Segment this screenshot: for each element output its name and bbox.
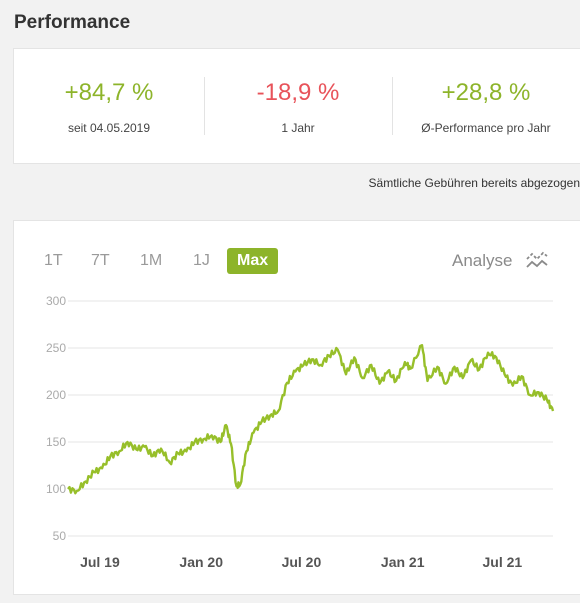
range-button-1m[interactable]: 1M [140, 252, 163, 269]
stat-divider [204, 77, 205, 135]
range-button-1j[interactable]: 1J [193, 252, 210, 269]
y-tick-label: 150 [46, 435, 66, 449]
stat-one-year: -18,9 % 1 Jahr [204, 49, 392, 163]
range-button-7t[interactable]: 7T [91, 252, 110, 269]
y-tick-label: 100 [46, 482, 66, 496]
stat-label: seit 04.05.2019 [67, 121, 151, 135]
y-tick-label: 50 [53, 529, 67, 543]
range-button-max[interactable]: Max [227, 248, 279, 274]
x-tick-label: Jul 21 [483, 554, 523, 570]
y-tick-label: 250 [46, 341, 66, 355]
x-tick-label: Jan 20 [179, 554, 223, 570]
stat-divider [392, 77, 393, 135]
performance-stats-card: +84,7 % seit 04.05.2019 -18,9 % 1 Jahr +… [13, 48, 580, 164]
stat-value: -18,9 % [256, 79, 340, 106]
y-tick-label: 300 [46, 294, 66, 308]
analyse-chart-icon[interactable] [525, 250, 549, 270]
fees-note: Sämtliche Gebühren bereits abgezogen [368, 176, 580, 190]
x-tick-label: Jul 20 [282, 554, 322, 570]
stat-value: +28,8 % [441, 79, 531, 106]
page-title: Performance [14, 12, 131, 33]
x-tick-label: Jan 21 [381, 554, 425, 570]
performance-series-line [67, 344, 555, 495]
stat-since-start: +84,7 % seit 04.05.2019 [14, 49, 204, 163]
stat-label: 1 Jahr [281, 121, 315, 135]
stat-label: Ø-Performance pro Jahr [421, 121, 551, 135]
stat-avg-per-year: +28,8 % Ø-Performance pro Jahr [392, 49, 580, 163]
stat-value: +84,7 % [64, 79, 154, 106]
chart-card [13, 220, 580, 595]
range-button-1t[interactable]: 1T [44, 252, 63, 269]
y-tick-label: 200 [46, 388, 66, 402]
analyse-button[interactable]: Analyse [452, 251, 513, 270]
x-tick-label: Jul 19 [80, 554, 120, 570]
